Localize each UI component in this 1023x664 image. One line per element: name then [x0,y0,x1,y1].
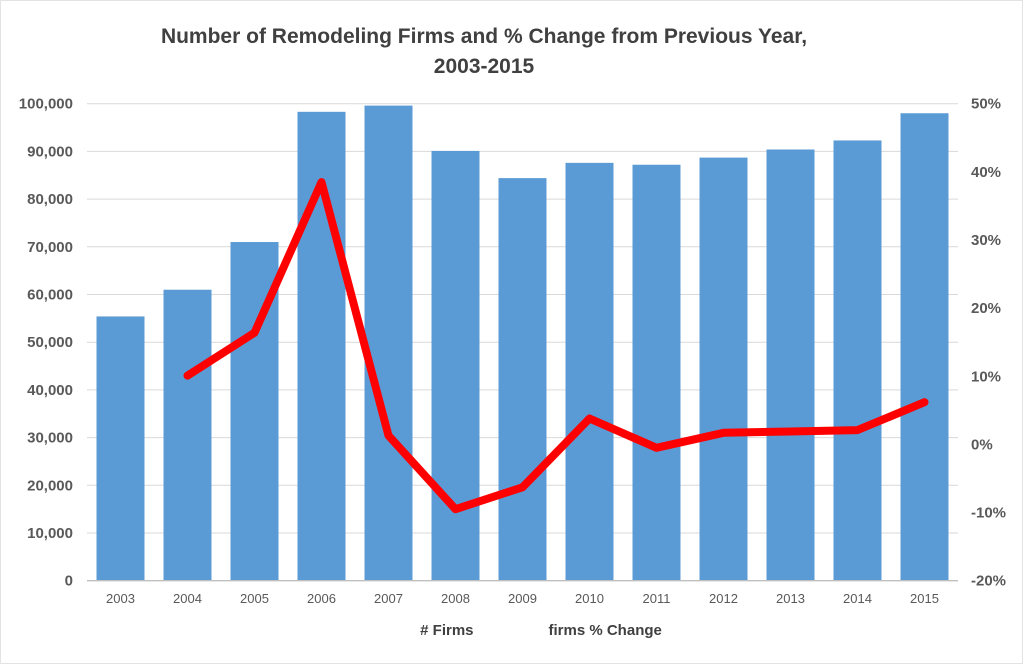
chart-legend: # Firms firms % Change [87,622,958,639]
x-tick-label: 2008 [441,591,470,606]
bar-2014 [833,140,882,581]
legend-bar-label: # Firms [420,622,474,639]
x-tick-label: 2005 [240,591,269,606]
bar-2007 [364,105,413,581]
y-right-tick-label: 20% [971,300,1001,317]
x-tick-label: 2003 [106,591,135,606]
y-right-tick-label: 40% [971,164,1001,181]
chart-title: Number of Remodeling Firms and % Change … [1,22,967,82]
bar-2011 [632,164,681,581]
legend-item-pct-change: firms % Change [504,622,662,639]
y-left-tick-label: 50,000 [27,334,73,351]
y-left-tick-label: 0 [65,573,73,590]
y-right-tick-label: 0% [971,436,993,453]
bar-2003 [96,316,145,581]
x-tick-label: 2012 [709,591,738,606]
legend-line-swatch [504,627,542,635]
y-left-tick-label: 100,000 [19,96,73,113]
pct-change-line [183,178,929,514]
bar-2010 [565,162,614,581]
x-tick-label: 2010 [575,591,604,606]
legend-bar-swatch [383,624,413,637]
y-left-tick-label: 30,000 [27,430,73,447]
y-right-tick-label: 30% [971,232,1001,249]
x-tick-label: 2011 [643,591,671,606]
chart-title-line2: 2003-2015 [433,55,535,78]
y-right-tick-label: -10% [971,505,1006,522]
y-left-tick-label: 20,000 [27,477,73,494]
bar-2008 [431,150,480,581]
x-tick-label: 2015 [910,591,939,606]
x-tick-label: 2009 [508,591,537,606]
x-tick-label: 2014 [843,591,872,606]
x-tick-label: 2006 [307,591,336,606]
y-left-tick-label: 90,000 [27,143,73,160]
y-left-tick-label: 70,000 [27,239,73,256]
bar-2009 [498,178,547,581]
y-left-tick-label: 40,000 [27,382,73,399]
chart-title-line1: Number of Remodeling Firms and % Change … [160,25,808,48]
bar-2013 [766,149,815,581]
x-tick-label: 2013 [776,591,805,606]
bar-2015 [900,113,949,581]
x-tick-label: 2007 [374,591,403,606]
y-left-tick-label: 10,000 [27,525,73,542]
y-left-tick-label: 60,000 [27,287,73,304]
bar-2004 [163,289,212,581]
y-right-tick-label: 50% [971,96,1001,113]
y-right-tick-label: -20% [971,573,1006,590]
y-left-tick-label: 80,000 [27,191,73,208]
y-right-tick-label: 10% [971,368,1001,385]
bar-2012 [699,157,748,581]
x-tick-label: 2004 [173,591,202,606]
legend-item-firms: # Firms [383,622,473,639]
legend-line-label: firms % Change [548,622,662,639]
